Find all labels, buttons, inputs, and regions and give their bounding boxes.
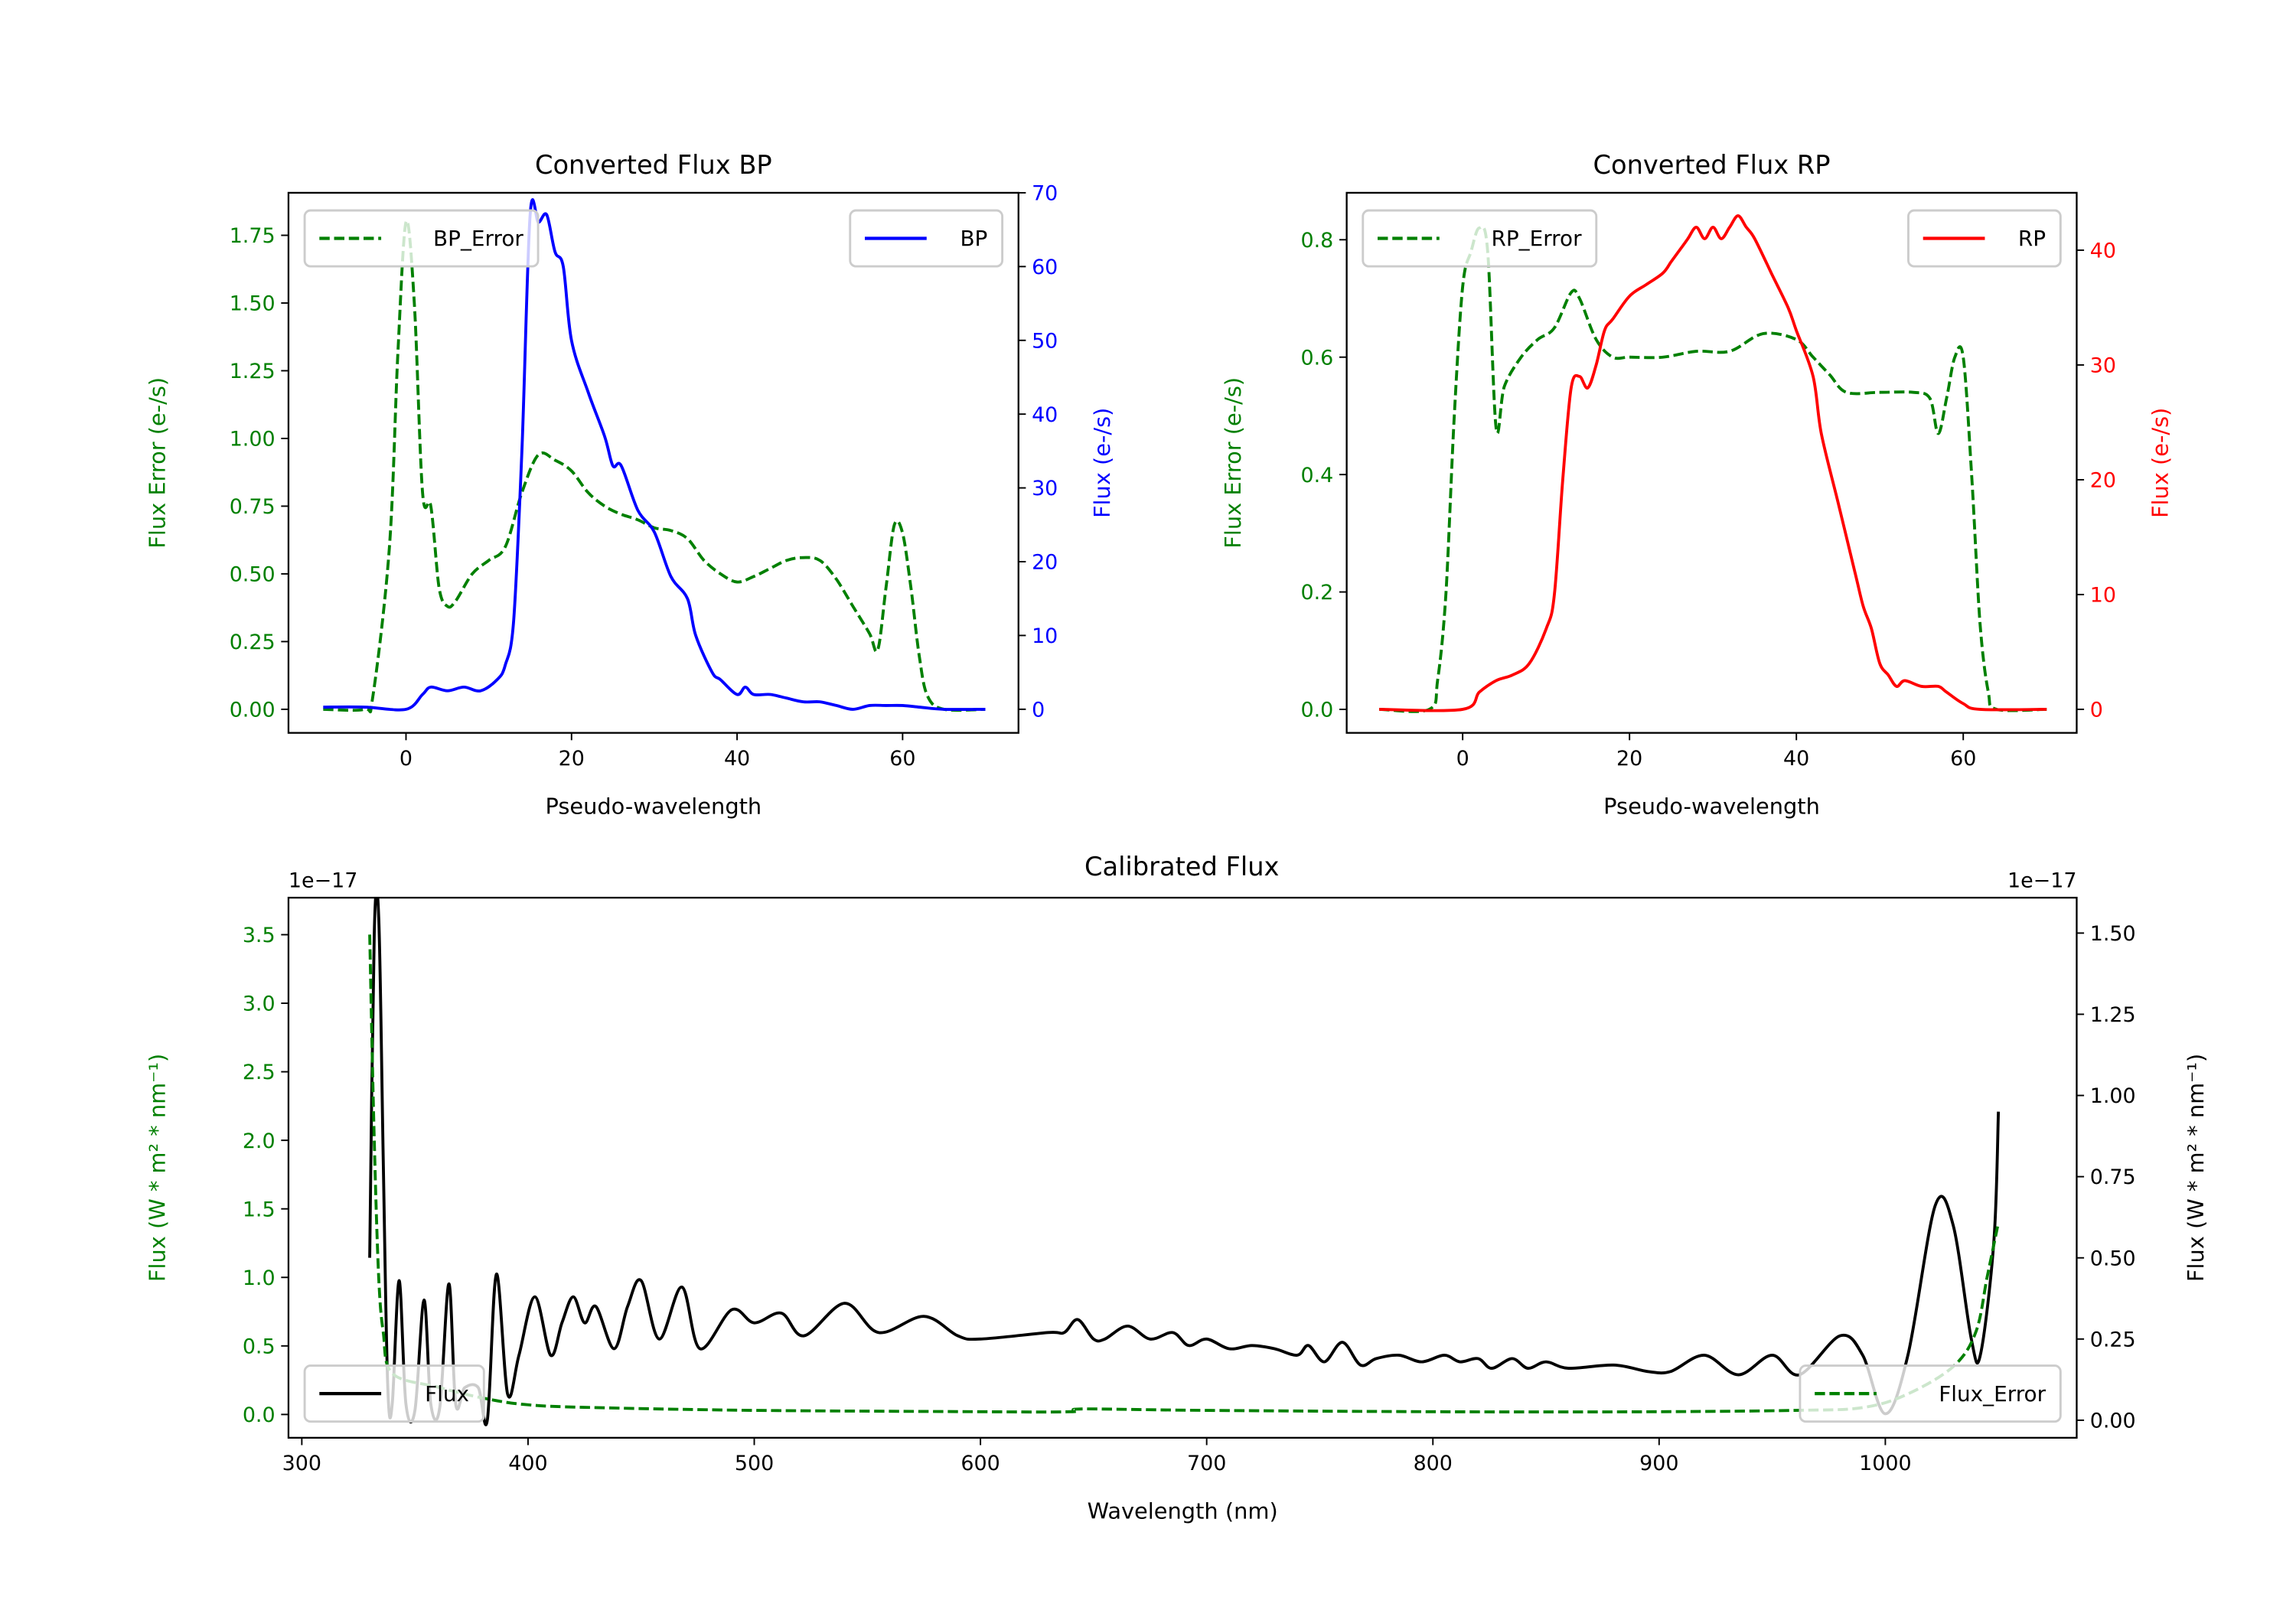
y-left-tick-label: 3.5 — [243, 924, 276, 947]
y-left-axis-label: Flux (W * m² * nm⁻¹) — [144, 1054, 170, 1282]
legend-flux: Flux — [303, 1364, 485, 1423]
x-tick-label: 400 — [508, 1452, 547, 1475]
series-line-rp-error — [1379, 225, 2047, 713]
y-left-axis-label: Flux Error (e-/s) — [1220, 377, 1246, 549]
legend-bp-error: BP_Error — [303, 209, 540, 268]
y-left-tick-label: 0.0 — [243, 1403, 276, 1427]
legend-flux-error: Flux_Error — [1799, 1364, 2062, 1423]
y-right-tick-label: 30 — [1032, 477, 1058, 500]
legend-label: RP_Error — [1491, 226, 1582, 251]
calibrated-chart-title: Calibrated Flux — [1084, 852, 1279, 882]
x-tick-label: 800 — [1414, 1452, 1453, 1475]
y-right-tick-label: 60 — [1032, 256, 1058, 279]
y-right-axis-label: Flux (W * m² * nm⁻¹) — [2183, 1054, 2209, 1282]
y-right-tick-label: 0.50 — [2090, 1247, 2136, 1270]
series-line-rp — [1379, 214, 2047, 712]
series-line-bp-error — [323, 219, 986, 714]
y-right-tick-label: 30 — [2090, 354, 2116, 378]
x-tick-label: 20 — [559, 747, 585, 771]
x-axis-label: Pseudo-wavelength — [1603, 793, 1820, 819]
y-right-tick-label: 40 — [1032, 403, 1058, 427]
y-right-tick-label: 20 — [1032, 551, 1058, 575]
bp-chart-title: Converted Flux BP — [535, 150, 772, 180]
x-tick-label: 600 — [960, 1452, 1000, 1475]
x-tick-label: 20 — [1616, 747, 1642, 771]
y-left-tick-label: 0.4 — [1301, 464, 1334, 487]
y-left-tick-label: 1.50 — [230, 292, 276, 316]
legend-label: BP — [960, 226, 987, 251]
y-right-tick-label: 20 — [2090, 469, 2116, 493]
legend-rp: RP — [1907, 209, 2062, 268]
y-left-tick-label: 2.0 — [243, 1129, 276, 1153]
y-left-tick-label: 3.0 — [243, 993, 276, 1016]
legend-box — [1799, 1364, 2062, 1423]
y-right-tick-label: 0 — [2090, 699, 2103, 722]
y-left-tick-label: 0.5 — [243, 1335, 276, 1358]
x-tick-label: 60 — [889, 747, 915, 771]
y-right-tick-label: 0.25 — [2090, 1328, 2136, 1351]
axes-frame — [287, 896, 2078, 1439]
rp-axes: 0 20 40 60 0.0 0.2 0.4 0.6 0.8 0 10 20 30 40 Pseudo-wa… — [1220, 191, 2174, 819]
y-left-axis-label: Flux Error (e-/s) — [144, 377, 170, 549]
y-right-tick-label: 10 — [2090, 584, 2116, 608]
bp-axes: 0 20 40 60 0.00 0.25 0.50 0.75 1.00 1.25 1.50 1.75 0… — [144, 182, 1115, 820]
y-left-tick-label: 1.75 — [230, 224, 276, 248]
x-axis-label: Pseudo-wavelength — [545, 793, 762, 819]
legend-box — [303, 209, 540, 268]
y-left-tick-label: 0.0 — [1301, 699, 1334, 722]
legend-label: RP — [2018, 226, 2046, 251]
x-tick-label: 40 — [1783, 747, 1809, 771]
x-tick-label: 900 — [1639, 1452, 1678, 1475]
y-right-tick-label: 70 — [1032, 182, 1058, 206]
x-axis-label: Wavelength (nm) — [1088, 1498, 1278, 1524]
legend-label: Flux_Error — [1939, 1381, 2046, 1407]
y-right-tick-label: 0.00 — [2090, 1410, 2136, 1433]
legend-bp: BP — [849, 209, 1004, 268]
x-tick-label: 500 — [735, 1452, 774, 1475]
y-left-tick-label: 0.2 — [1301, 581, 1334, 605]
legend-box — [1362, 209, 1598, 268]
y-left-tick-label: 1.5 — [243, 1198, 276, 1221]
axes-frame — [287, 191, 1019, 734]
x-tick-label: 40 — [724, 747, 750, 771]
y-right-offset-text: 1e−17 — [2007, 869, 2076, 893]
y-left-tick-label: 0.50 — [230, 563, 276, 587]
x-tick-label: 60 — [1950, 747, 1976, 771]
x-tick-label: 0 — [1456, 747, 1469, 771]
y-left-tick-label: 0.25 — [230, 631, 276, 654]
legend-rp-error: RP_Error — [1362, 209, 1598, 268]
x-tick-label: 300 — [282, 1452, 321, 1475]
y-left-tick-label: 1.25 — [230, 360, 276, 383]
y-right-tick-label: 1.00 — [2090, 1084, 2136, 1108]
y-left-tick-label: 0.8 — [1301, 229, 1334, 253]
y-left-tick-label: 0.75 — [230, 495, 276, 519]
y-right-tick-label: 0 — [1032, 698, 1045, 722]
y-right-axis-label: Flux (e-/s) — [1089, 408, 1115, 518]
y-left-tick-label: 0.6 — [1301, 346, 1334, 370]
x-tick-label: 0 — [400, 747, 413, 771]
series-line-bp — [323, 198, 986, 712]
x-tick-label: 1000 — [1859, 1452, 1911, 1475]
y-left-tick-label: 1.00 — [230, 428, 276, 451]
y-right-tick-label: 1.50 — [2090, 922, 2136, 946]
cal-axes: 300 400 500 600 700 800 900 1000 0.0 0.5 1.0 1.5 2.0… — [144, 869, 2208, 1524]
rp-chart-title: Converted Flux RP — [1593, 150, 1831, 180]
y-right-tick-label: 10 — [1032, 624, 1058, 648]
series-line-flux-error — [368, 934, 2001, 1414]
y-left-offset-text: 1e−17 — [289, 869, 357, 893]
y-left-tick-label: 0.00 — [230, 699, 276, 722]
y-left-tick-label: 2.5 — [243, 1061, 276, 1084]
y-right-tick-label: 40 — [2090, 240, 2116, 263]
legend-box — [303, 1364, 485, 1423]
y-right-tick-label: 0.75 — [2090, 1165, 2136, 1189]
y-right-tick-label: 50 — [1032, 329, 1058, 353]
legend-label: BP_Error — [433, 226, 523, 251]
y-right-tick-label: 1.25 — [2090, 1003, 2136, 1027]
y-left-tick-label: 1.0 — [243, 1266, 276, 1290]
y-right-axis-label: Flux (e-/s) — [2148, 408, 2174, 518]
legend-label: Flux — [425, 1381, 469, 1407]
x-tick-label: 700 — [1187, 1452, 1226, 1475]
axes-frame — [1345, 191, 2078, 734]
